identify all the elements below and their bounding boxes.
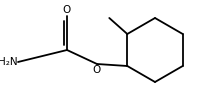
Text: H₂N: H₂N [0, 57, 18, 67]
Text: O: O [63, 5, 71, 15]
Text: O: O [92, 65, 101, 75]
